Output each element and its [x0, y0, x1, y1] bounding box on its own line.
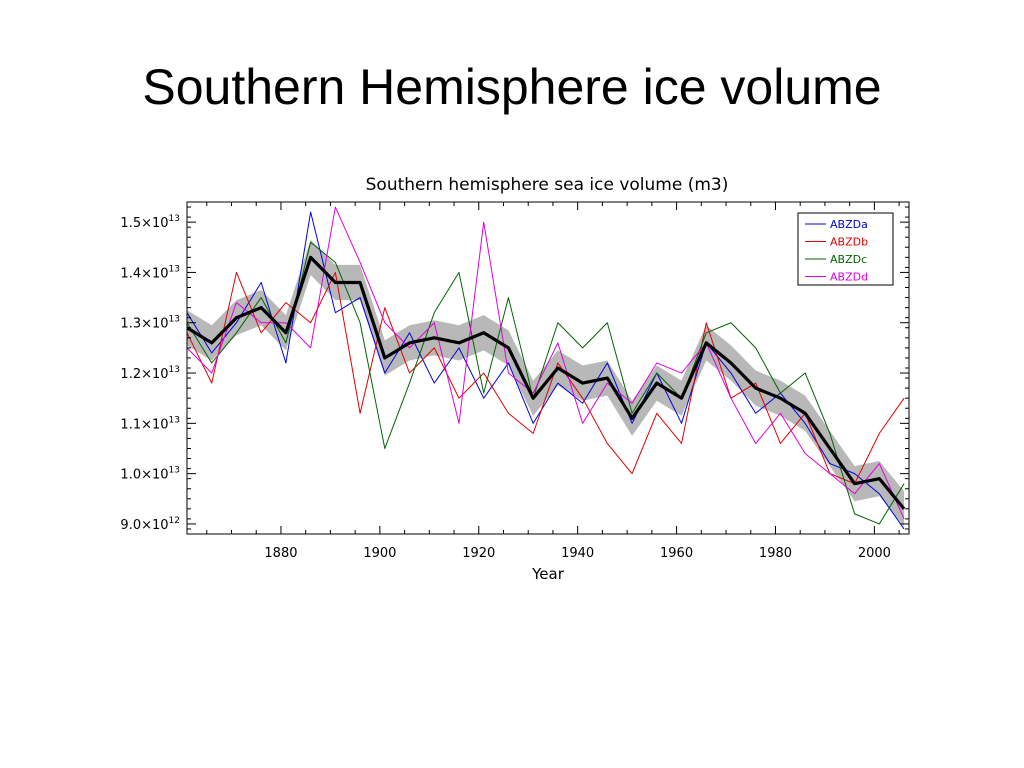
y-tick-label: 1.5×1013	[120, 214, 180, 231]
legend-box	[797, 212, 894, 286]
y-tick-label: 1.0×1013	[120, 466, 180, 483]
axis-layer: 1880 1900 1920 1940 1960 1980 2000 9.0×1012 1.0×…	[120, 202, 909, 561]
y-tick-label: 1.3×1013	[120, 315, 180, 332]
x-tick-label: 1900	[363, 546, 396, 561]
chart-title: Southern hemisphere sea ice volume (m3)	[366, 175, 729, 195]
x-axis-title: Year	[531, 565, 565, 583]
series-line-abzdc	[187, 241, 905, 525]
x-tick-label: 1880	[264, 546, 297, 561]
x-tick-label: 1940	[561, 546, 594, 561]
series-line-abzdd	[187, 206, 905, 520]
x-tick-label: 1980	[759, 546, 792, 561]
series-line-abzdb	[187, 271, 905, 485]
legend-label-abzdc: ABZDc	[830, 253, 867, 266]
legend-label-abzdd: ABZDd	[830, 271, 868, 284]
x-tick-label: 2000	[858, 546, 891, 561]
legend: ABZDa ABZDb ABZDc ABZDd	[797, 212, 894, 286]
legend-label-abzda: ABZDa	[830, 218, 868, 231]
x-tick-label: 1960	[660, 546, 693, 561]
x-tick-label: 1920	[462, 546, 495, 561]
y-tick-label: 1.4×1013	[120, 264, 180, 281]
y-tick-label: 1.2×1013	[120, 365, 180, 382]
y-tick-label: 9.0×1012	[120, 516, 180, 533]
y-tick-label: 1.1×1013	[120, 415, 180, 432]
legend-label-abzdb: ABZDb	[830, 236, 868, 249]
slide-title: Southern Hemisphere ice volume	[142, 59, 882, 115]
series-line-mean	[187, 255, 906, 510]
series-line-abzda	[187, 211, 905, 530]
series-layer	[187, 206, 906, 530]
